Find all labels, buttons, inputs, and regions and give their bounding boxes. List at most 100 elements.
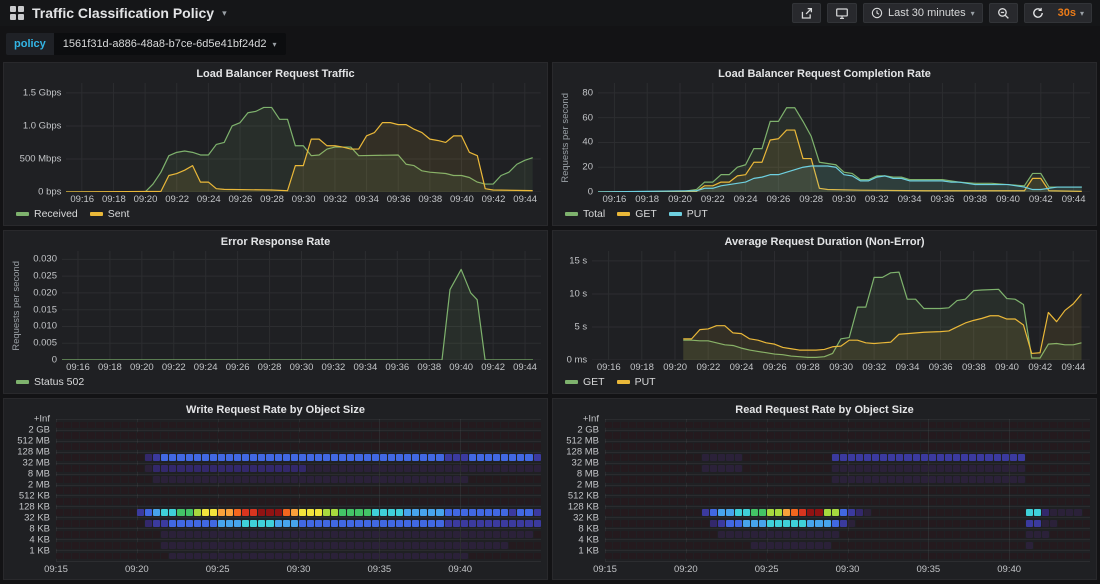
heatmap-cell: [1066, 541, 1074, 549]
heatmap-cell: [112, 530, 120, 538]
heatmap-cell: [201, 454, 209, 462]
heatmap-cell: [509, 432, 517, 440]
heatmap-cell: [509, 421, 517, 429]
heatmap-cell: [104, 541, 112, 549]
heatmap-cell: [912, 487, 920, 494]
panel-title[interactable]: Write Request Rate by Object Size: [186, 404, 365, 416]
legend-item-get[interactable]: GET: [617, 208, 657, 220]
legend-item-get[interactable]: GET: [565, 376, 605, 388]
x-tick-label: 09:26: [225, 362, 250, 373]
legend-item-received[interactable]: Received: [16, 208, 78, 220]
heatmap-cell: [412, 465, 420, 473]
time-range-button[interactable]: Last 30 minutes ▾: [862, 3, 983, 23]
heatmap-cell: [201, 552, 209, 560]
heatmap-cell: [774, 508, 783, 516]
heatmap-cell: [807, 497, 815, 505]
series-line-total: [598, 108, 1082, 192]
legend-item-total[interactable]: Total: [565, 208, 605, 220]
heatmap-cell: [533, 432, 541, 440]
y-tick-label: 0: [51, 354, 57, 366]
heatmap-cell: [685, 465, 694, 473]
heatmap-canvas[interactable]: [56, 419, 541, 562]
panel-title[interactable]: Average Request Duration (Non-Error): [724, 236, 925, 248]
heatmap-cell: [969, 508, 977, 516]
heatmap-cell: [758, 487, 766, 494]
heatmap-cell: [993, 487, 1001, 494]
panel-title[interactable]: Error Response Rate: [220, 236, 331, 248]
heatmap-cell: [694, 508, 702, 516]
heatmap-cell: [1025, 432, 1033, 440]
heatmap-cell: [501, 552, 509, 560]
heatmap-cell: [436, 487, 444, 494]
heatmap-canvas[interactable]: [605, 419, 1090, 562]
heatmap-cell: [153, 432, 161, 440]
share-button[interactable]: [791, 3, 821, 23]
heatmap-cell: [468, 432, 476, 440]
chart-canvas[interactable]: [62, 251, 541, 360]
legend-item-status-502[interactable]: Status 502: [16, 376, 84, 388]
heatmap-cell: [1033, 476, 1042, 484]
heatmap-cell: [621, 465, 629, 473]
heatmap-cell: [961, 454, 969, 462]
chart-canvas[interactable]: [598, 83, 1090, 192]
heatmap-cell: [420, 432, 428, 440]
heatmap-cell: [306, 530, 314, 538]
dashboard-title[interactable]: Traffic Classification Policy: [32, 5, 215, 21]
chevron-down-icon[interactable]: ▾: [222, 7, 227, 18]
legend-item-put[interactable]: PUT: [616, 376, 656, 388]
heatmap-cell: [452, 530, 460, 538]
heatmap-cell: [363, 476, 371, 484]
x-tick-label: 09:42: [1028, 194, 1053, 205]
chart-canvas[interactable]: [592, 251, 1090, 360]
panel-title[interactable]: Load Balancer Request Completion Rate: [718, 68, 931, 80]
heatmap-cell: [847, 443, 855, 451]
kiosk-mode-button[interactable]: [826, 3, 857, 23]
heatmap-cell: [621, 519, 629, 527]
panel-title[interactable]: Load Balancer Request Traffic: [196, 68, 355, 80]
heatmap-cell: [347, 454, 355, 462]
panel-title[interactable]: Read Request Rate by Object Size: [735, 404, 914, 416]
heatmap-cell: [815, 454, 823, 462]
heatmap-cell: [912, 508, 920, 516]
heatmap-cell: [112, 487, 120, 494]
heatmap-cell: [225, 552, 234, 560]
heatmap-cell: [306, 421, 314, 429]
heatmap-cell: [468, 454, 476, 462]
heatmap-cell: [605, 465, 613, 473]
heatmap-cell: [888, 519, 896, 527]
heatmap-cell: [1001, 443, 1009, 451]
heatmap-cell: [209, 465, 217, 473]
x-tick-label: 09:20: [673, 564, 698, 575]
heatmap-cell: [1058, 530, 1066, 538]
chart-canvas[interactable]: [66, 83, 541, 192]
refresh-button[interactable]: [1025, 4, 1051, 22]
heatmap-cell: [1017, 454, 1025, 462]
apps-icon[interactable]: [10, 6, 24, 20]
heatmap-cell: [831, 476, 839, 484]
refresh-interval-button[interactable]: 30s ▾: [1051, 4, 1091, 22]
heatmap-cell: [904, 454, 912, 462]
x-tick-label: 09:15: [593, 564, 617, 575]
heatmap-cell: [645, 432, 653, 440]
heatmap-cell: [201, 432, 209, 440]
legend-item-sent[interactable]: Sent: [89, 208, 129, 220]
heatmap-cell: [468, 487, 476, 494]
heatmap-cell: [306, 454, 314, 462]
policy-variable-dropdown[interactable]: 1561f31d-a886-48a8-b7ce-6d5e41bf24d2 ▾: [53, 33, 286, 55]
heatmap-cell: [476, 552, 484, 560]
heatmap-cell: [685, 476, 694, 484]
heatmap-cell: [1033, 508, 1042, 516]
zoom-out-button[interactable]: [988, 3, 1018, 23]
heatmap-cell: [880, 432, 888, 440]
y-tick-label: 5 s: [574, 321, 588, 333]
heatmap-cell: [799, 530, 807, 538]
legend-item-put[interactable]: PUT: [668, 208, 708, 220]
variables-row: policy 1561f31d-a886-48a8-b7ce-6d5e41bf2…: [0, 26, 1100, 62]
heatmap-cell: [831, 432, 839, 440]
heatmap-cell: [395, 552, 404, 560]
heatmap-cell: [484, 465, 493, 473]
heatmap-cell: [661, 541, 669, 549]
x-tick-label: 09:26: [766, 194, 791, 205]
heatmap-cell: [258, 432, 266, 440]
heatmap-cell: [88, 454, 96, 462]
